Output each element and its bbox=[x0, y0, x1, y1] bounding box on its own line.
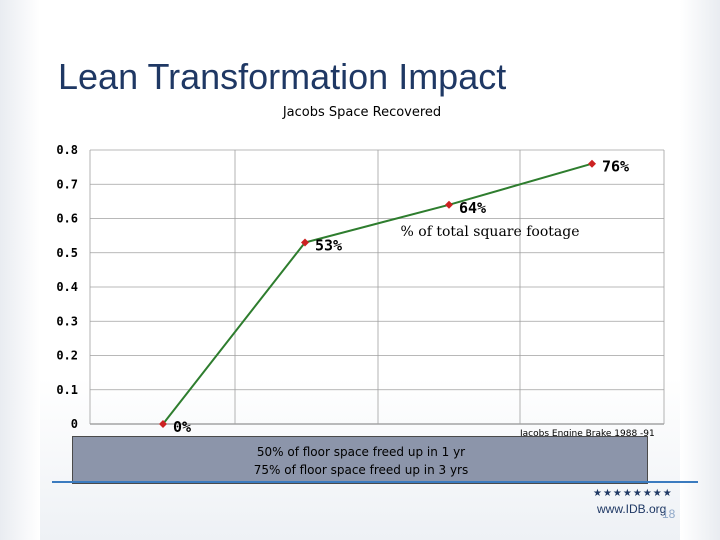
data-label: 64% bbox=[459, 199, 486, 217]
slide-left-shade bbox=[0, 0, 40, 540]
caption-box: 50% of floor space freed up in 1 yr 75% … bbox=[72, 436, 648, 484]
series-line bbox=[162, 162, 593, 425]
data-label: 76% bbox=[602, 158, 629, 176]
page-number: 18 bbox=[662, 507, 676, 521]
footer-stars: ★★★★★★★★ bbox=[593, 488, 673, 499]
data-label: 0% bbox=[173, 418, 191, 436]
source-note: Jacobs Engine Brake 1988 -91 bbox=[519, 429, 655, 439]
y-tick-label: 0.6 bbox=[56, 212, 78, 226]
y-tick-label: 0.1 bbox=[56, 383, 78, 397]
y-tick-label: 0.7 bbox=[56, 177, 78, 191]
footer-accent-line bbox=[52, 481, 698, 483]
y-tick-label: 0.3 bbox=[56, 314, 78, 328]
footer-website: www.IDB.org bbox=[597, 502, 667, 516]
y-tick-label: 0.8 bbox=[56, 143, 78, 157]
y-tick-labels: 0 0.1 0.2 0.3 0.4 0.5 0.6 0.7 0.8 bbox=[56, 143, 78, 431]
caption-line-2: 75% of floor space freed up in 3 yrs bbox=[253, 463, 469, 477]
y-tick-label: 0.4 bbox=[56, 280, 78, 294]
y-tick-label: 0.5 bbox=[56, 246, 78, 260]
y-tick-label: 0 bbox=[71, 417, 78, 431]
slide-right-shade bbox=[680, 0, 720, 540]
data-point bbox=[588, 159, 596, 168]
data-point bbox=[301, 238, 309, 247]
chart-annotation: % of total square footage bbox=[401, 224, 580, 240]
y-tick-label: 0.2 bbox=[56, 349, 78, 363]
data-label: 53% bbox=[315, 236, 342, 254]
caption-line-1: 50% of floor space freed up in 1 yr bbox=[256, 445, 466, 459]
slide-title: Lean Transformation Impact bbox=[58, 56, 507, 97]
data-point bbox=[445, 200, 453, 209]
chart-title: Jacobs Space Recovered bbox=[282, 105, 441, 120]
chart-grid bbox=[89, 149, 665, 425]
chart-plot: 0% 53% 64% 76% bbox=[159, 158, 629, 436]
data-point bbox=[159, 420, 167, 428]
